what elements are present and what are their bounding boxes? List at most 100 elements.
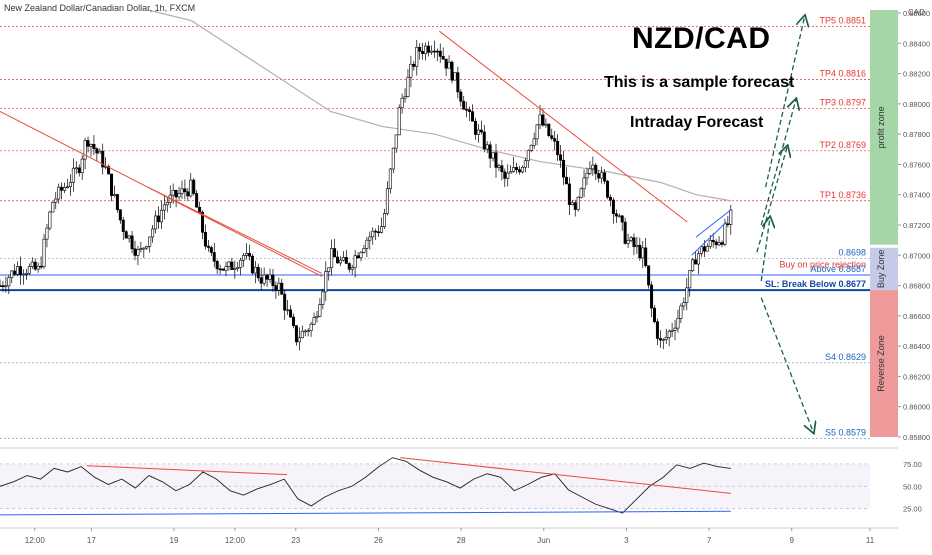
candle-body (658, 338, 662, 341)
x-tick-label: Jun (537, 536, 550, 545)
candle-body (347, 263, 351, 270)
y-tick-label: 0.87000 (903, 251, 930, 260)
candle-body (24, 273, 28, 275)
candle-body (36, 265, 40, 270)
candle-body (48, 211, 52, 229)
y-tick-label: 0.88600 (903, 9, 930, 18)
zone-1 (870, 10, 898, 245)
candle-body (124, 231, 128, 239)
candle-body (714, 241, 718, 246)
candle-body (614, 213, 618, 217)
currency-label: CAD (908, 8, 925, 17)
candle-body (274, 285, 278, 291)
candle-body (215, 260, 219, 270)
candle-body (403, 96, 407, 99)
candle-body (611, 199, 615, 215)
candle-body (585, 173, 589, 179)
candle-body (608, 196, 612, 201)
candle-body (300, 330, 304, 339)
candle-body (520, 166, 524, 173)
candle-body (635, 244, 639, 247)
candle-body (485, 144, 489, 150)
candle-body (688, 270, 692, 289)
candle-body (101, 150, 105, 168)
rsi-line (0, 457, 731, 514)
candle-body (42, 238, 46, 267)
candle-body (236, 267, 240, 269)
candle-body (482, 131, 486, 150)
candle-body (268, 274, 272, 280)
x-tick-label: 3 (624, 536, 629, 545)
candle-body (600, 172, 604, 179)
candle-body (529, 144, 533, 151)
candle-body (626, 240, 630, 244)
candle-body (368, 236, 372, 241)
candle-body (330, 248, 334, 269)
candle-body (336, 256, 340, 264)
candle-body (286, 309, 290, 312)
candle-body (447, 61, 451, 69)
candle-body (115, 194, 119, 211)
level-label: TP2 0.8769 (819, 140, 866, 150)
x-tick-label: 26 (374, 536, 383, 545)
candle-body (224, 266, 228, 271)
candle-body (691, 259, 695, 271)
candle-body (63, 186, 67, 191)
x-tick-label: 17 (87, 536, 96, 545)
candle-body (465, 109, 469, 111)
rsi-trendline (400, 457, 731, 494)
candle-body (0, 285, 2, 287)
candle-body (104, 166, 108, 168)
candle-body (400, 97, 404, 109)
candle-body (159, 209, 163, 223)
candle-body (553, 138, 557, 142)
candle-body (591, 164, 595, 170)
candle-body (189, 179, 193, 197)
candle-body (98, 150, 102, 154)
zone-label: Reverse Zone (876, 335, 886, 392)
candle-body (186, 191, 190, 197)
level-label: TP4 0.8816 (819, 69, 866, 79)
candle-body (192, 179, 196, 194)
candle-body (356, 255, 360, 259)
candle-body (265, 274, 269, 280)
candle-body (303, 330, 307, 333)
candle-body (544, 123, 548, 126)
symbol-header: New Zealand Dollar/Canadian Dollar, 1h, … (4, 3, 196, 13)
candle-body (371, 230, 375, 238)
trendline-channel (695, 209, 732, 238)
candle-body (629, 237, 633, 241)
candle-body (377, 231, 381, 234)
candle-body (588, 168, 592, 174)
candle-body (432, 50, 436, 53)
candle-body (655, 321, 659, 339)
candle-body (623, 221, 627, 244)
y-tick-label: 0.88400 (903, 39, 930, 48)
candle-body (283, 293, 287, 311)
candle-body (39, 265, 43, 268)
candle-body (438, 50, 442, 57)
candle-body (535, 124, 539, 140)
candle-body (66, 186, 70, 189)
level-label: S5 0.8579 (825, 427, 866, 437)
candle-body (488, 144, 492, 159)
candle-body (247, 252, 251, 257)
candle-body (148, 236, 152, 247)
forecast-arrow (760, 217, 770, 282)
candle-body (632, 237, 636, 247)
candle-body (506, 172, 510, 179)
candle-body (74, 167, 78, 170)
candle-body (620, 215, 624, 223)
candle-body (250, 255, 254, 274)
candle-body (262, 274, 266, 284)
forecast-arrow (760, 99, 796, 226)
zone-label: Buy Zone (876, 250, 886, 289)
candle-body (180, 188, 184, 194)
candle-body (418, 46, 422, 52)
candle-body (145, 245, 149, 249)
moving-average-line (147, 9, 731, 202)
candle-body (394, 134, 398, 149)
candle-body (151, 228, 155, 238)
